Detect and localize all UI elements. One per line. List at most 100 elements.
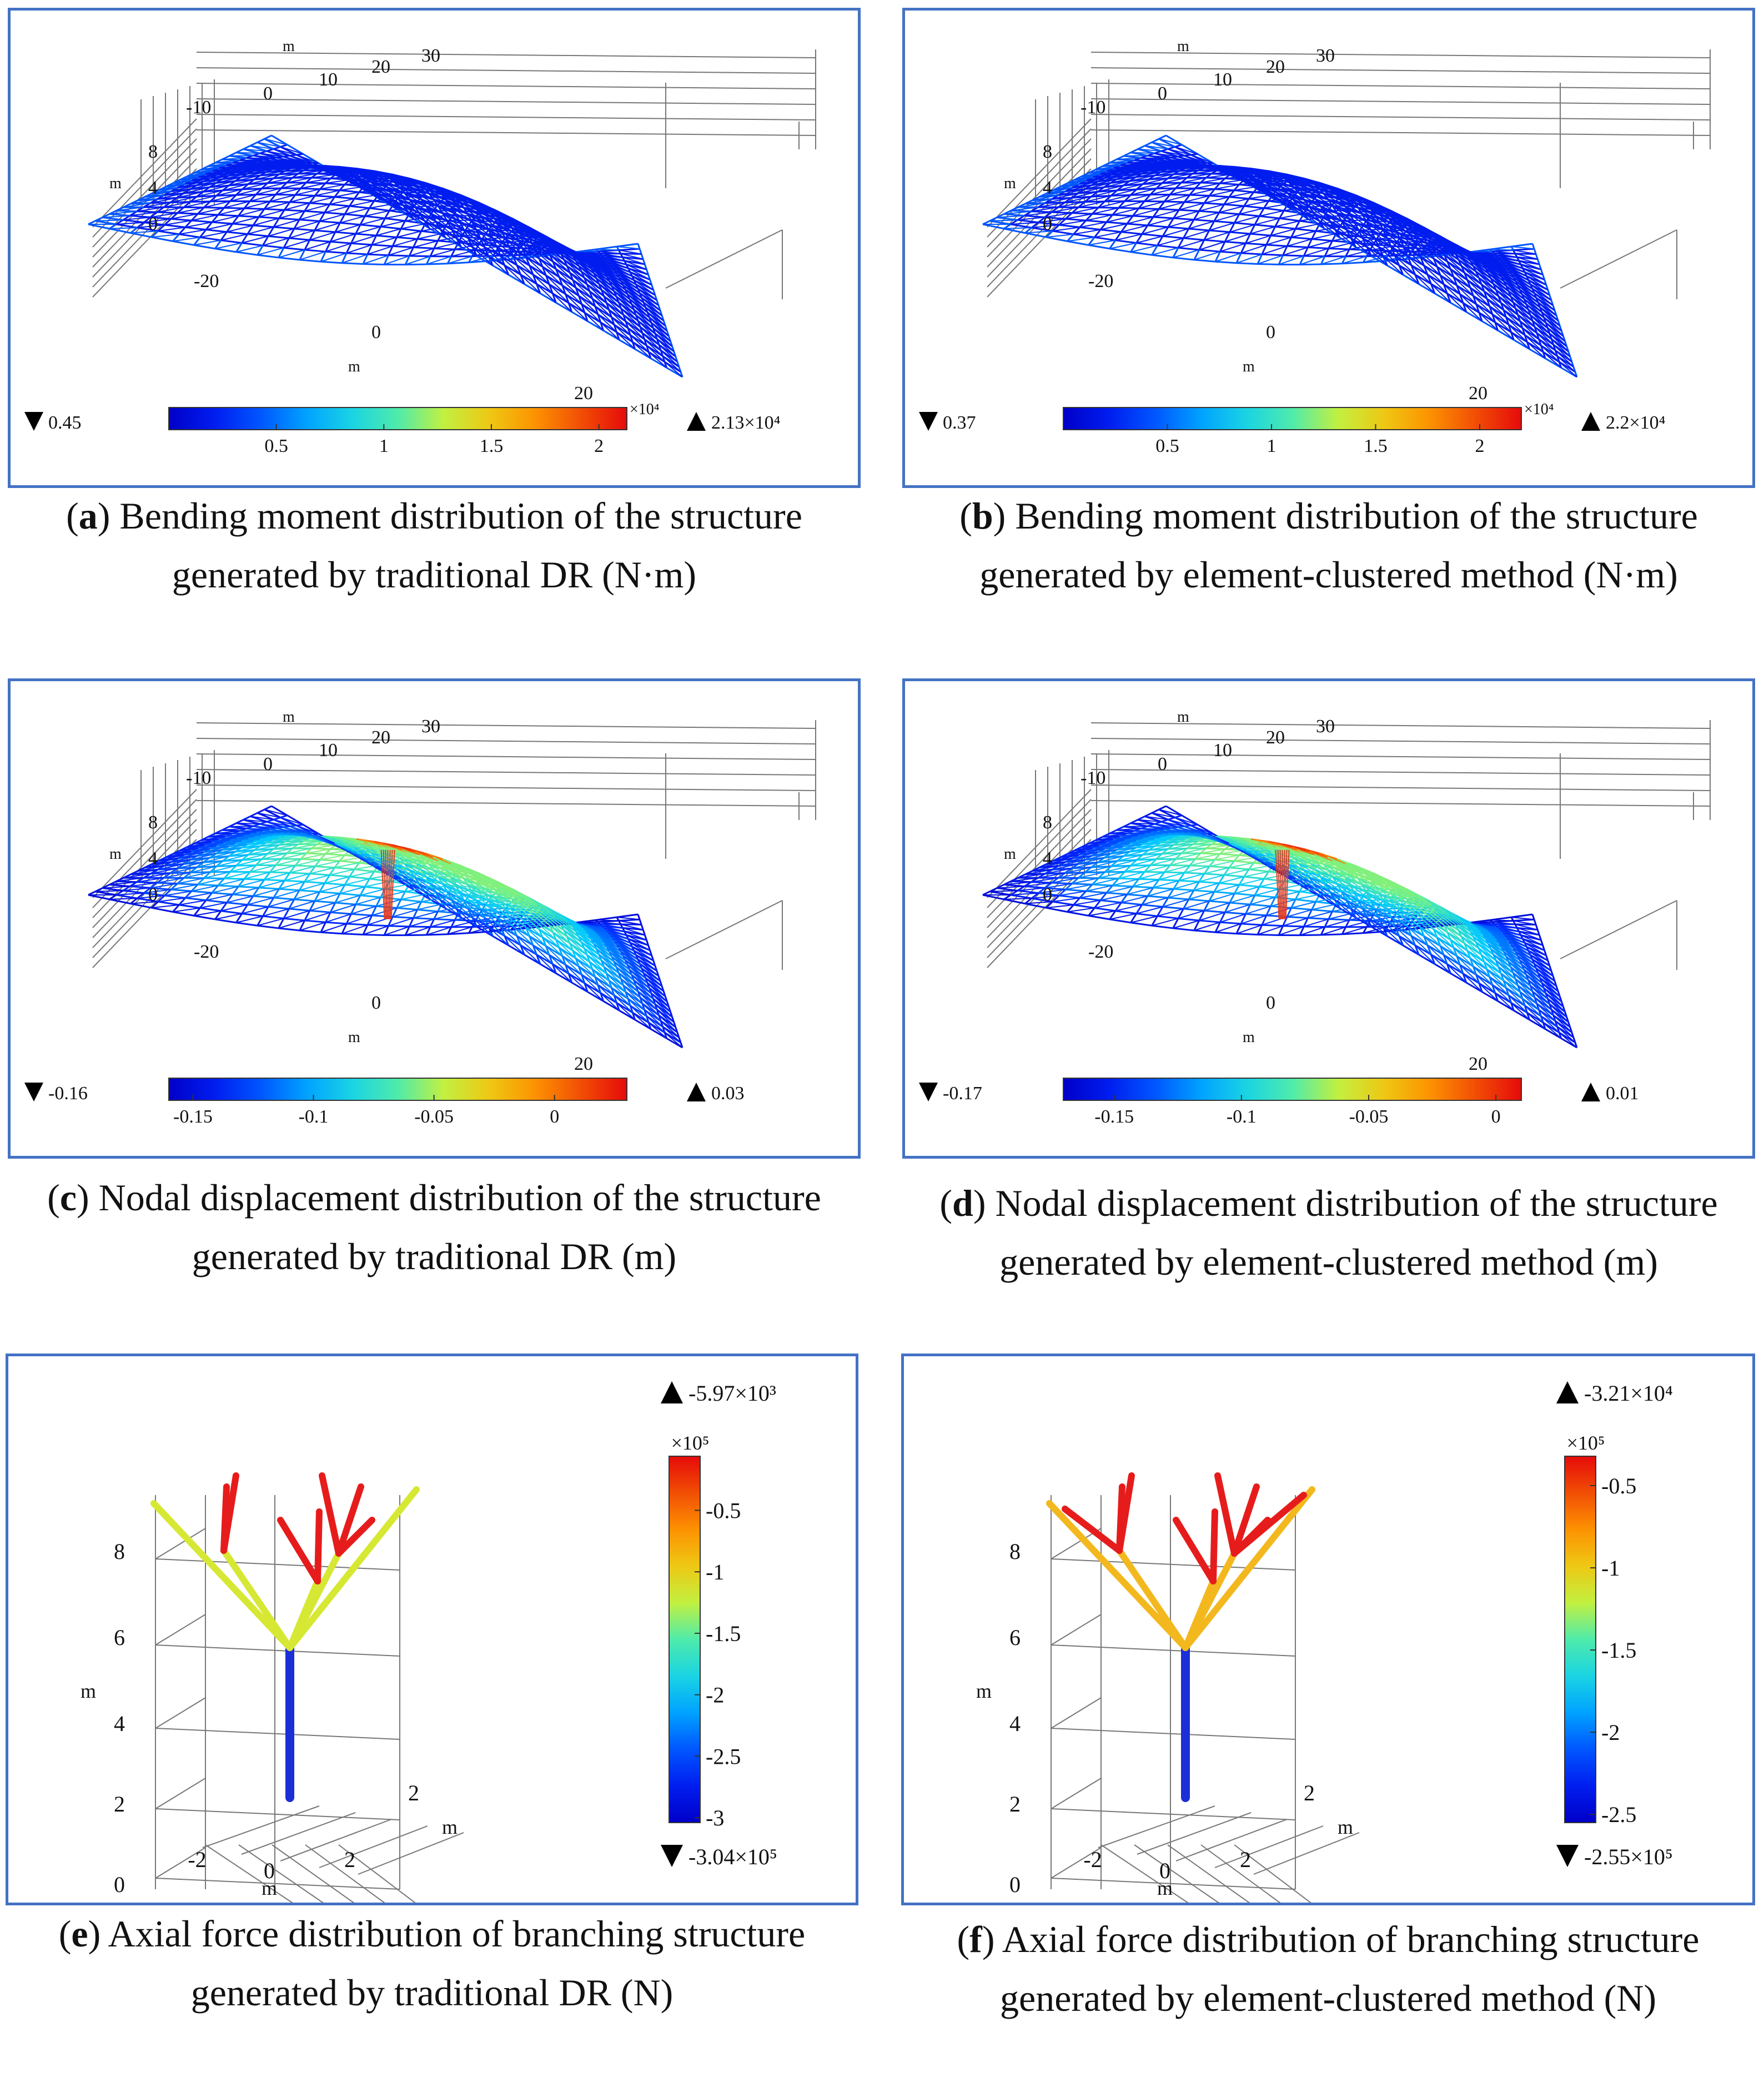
mesh-member [380, 220, 405, 228]
mesh-member [315, 194, 335, 198]
mesh-member [545, 275, 550, 285]
mesh-member [645, 269, 649, 275]
mesh-member [184, 220, 193, 228]
mesh-member [1358, 207, 1380, 223]
mesh-member [1528, 279, 1550, 296]
mesh-member [232, 893, 253, 897]
mesh-member [185, 226, 207, 231]
mesh-member [565, 293, 582, 305]
mesh-member [614, 290, 635, 310]
mesh-member [314, 165, 338, 169]
mesh-member [476, 209, 499, 225]
mesh-member [1195, 187, 1215, 190]
mesh-member [109, 228, 131, 234]
mesh-member [656, 339, 676, 357]
mesh-member [1209, 222, 1235, 231]
mesh-member [289, 195, 315, 203]
mesh-member [1130, 188, 1138, 196]
mesh-member [1102, 162, 1128, 167]
mesh-member [262, 235, 269, 246]
mesh-member [1204, 239, 1225, 243]
mesh-member [319, 212, 326, 222]
mesh-member [543, 242, 565, 260]
mesh-member [1079, 220, 1087, 228]
mesh-member [1535, 253, 1539, 260]
mesh-member [1111, 169, 1137, 176]
mesh-member [211, 884, 219, 894]
grid-line [1090, 98, 1711, 105]
axis-tick-top: 20 [1266, 57, 1285, 77]
mesh-member [1163, 194, 1171, 202]
mesh-member [209, 180, 235, 188]
mesh-member [343, 170, 366, 179]
mesh-member [1370, 229, 1376, 239]
mesh-member [1524, 334, 1544, 353]
mesh-member [215, 248, 237, 253]
mesh-member [346, 252, 368, 255]
mesh-member [1472, 265, 1494, 285]
mesh-member [1152, 141, 1169, 150]
mesh-member [450, 206, 473, 222]
mesh-member [320, 188, 340, 192]
mesh-member [235, 859, 243, 867]
mesh-member [1440, 275, 1461, 295]
mesh-member [287, 177, 312, 183]
mesh-member [343, 175, 366, 187]
mesh-member [1151, 245, 1158, 255]
mesh-member [237, 164, 262, 168]
mesh-member [215, 242, 242, 249]
mesh-member [1487, 273, 1509, 292]
mesh-member [1195, 183, 1220, 189]
mesh-member [396, 236, 418, 240]
mesh-member [258, 208, 265, 218]
mesh-member [492, 264, 509, 276]
mesh-member [88, 223, 110, 230]
mesh-member [1157, 235, 1164, 246]
mesh-member [637, 243, 641, 249]
mesh-member [298, 170, 323, 174]
mesh-member [229, 865, 237, 873]
mesh-member [355, 233, 376, 237]
mesh-member [269, 864, 277, 873]
mesh-member [1375, 215, 1397, 232]
mesh-member [1279, 217, 1300, 222]
mesh-member [600, 321, 617, 333]
mesh-member [272, 166, 297, 170]
mesh-member [1079, 177, 1105, 185]
mesh-member [584, 312, 589, 322]
mesh-member [1411, 264, 1432, 285]
mesh-member [1519, 260, 1541, 270]
mesh-member [413, 917, 434, 920]
mesh-member [1373, 202, 1396, 215]
mesh-member [268, 905, 289, 910]
mesh-member [1279, 210, 1285, 219]
mesh-member [1106, 221, 1128, 225]
mesh-member [116, 222, 144, 225]
mesh-member [648, 351, 667, 369]
mesh-member [1517, 314, 1537, 334]
mesh-member [326, 165, 350, 169]
mesh-member [480, 237, 497, 248]
axis-tick-y: 0 [371, 322, 381, 343]
mesh-member [1320, 255, 1346, 265]
mesh-member [1390, 246, 1412, 266]
mesh-member [1383, 229, 1404, 248]
mesh-member [354, 183, 377, 196]
mesh-member [150, 882, 158, 889]
mesh-member [1072, 207, 1099, 214]
mesh-member [1052, 227, 1080, 232]
mesh-member [1158, 159, 1182, 163]
mesh-member [1340, 199, 1363, 215]
mesh-member [1098, 200, 1105, 208]
mesh-member [1136, 242, 1158, 246]
mesh-member [566, 265, 587, 285]
mesh-member [329, 902, 336, 913]
mesh-member [330, 233, 356, 243]
mesh-member [1370, 229, 1392, 248]
mesh-member [350, 904, 357, 914]
mesh-member [247, 904, 269, 908]
mesh-member [191, 214, 218, 222]
mesh-member [309, 873, 330, 876]
mesh-member [1032, 224, 1059, 229]
mesh-member [496, 246, 517, 266]
